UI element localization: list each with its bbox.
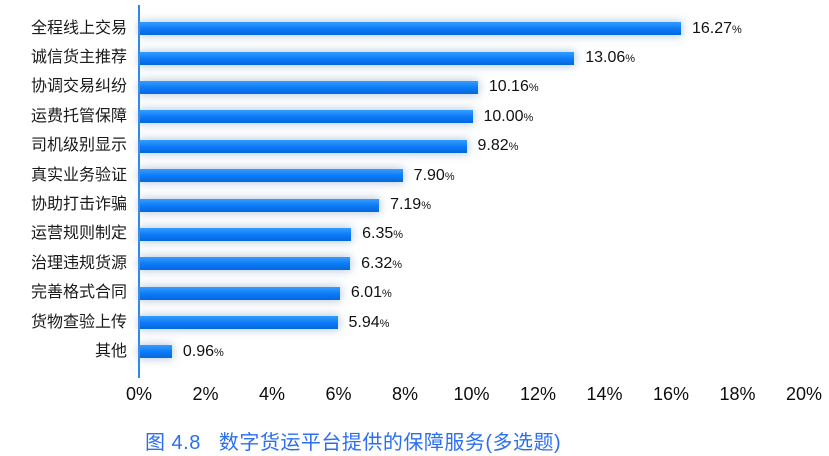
value-number: 10.16 (488, 78, 529, 96)
chart-row: 运费托管保障 10.00% (0, 102, 829, 131)
value-label: 0.96% (182, 342, 224, 360)
bar (140, 169, 403, 183)
chart-row: 全程线上交易 16.27% (0, 14, 829, 43)
value-label: 5.94% (348, 313, 390, 331)
bar (140, 227, 352, 241)
chart-row: 协调交易纠纷 10.16% (0, 73, 829, 102)
category-label: 完善格式合同 (30, 284, 127, 302)
chart-caption: 图 4.8 数字货运平台提供的保障服务(多选题) (145, 426, 561, 455)
x-tick-label: 14% (586, 384, 623, 404)
x-axis-ticks: 0% 2% 4% 6% 8% 10% 12% 14% 16% 18% 20% (0, 384, 829, 408)
value-number: 0.96 (182, 342, 215, 360)
value-number: 10.00 (483, 107, 524, 125)
value-number: 6.01 (350, 284, 382, 302)
percent-sign: % (381, 288, 392, 301)
x-tick-label: 6% (325, 384, 352, 404)
x-tick-label: 0% (125, 384, 153, 404)
bar (140, 110, 473, 124)
value-label: 7.19% (390, 197, 431, 213)
bar (140, 80, 478, 94)
x-tick-label: 20% (785, 384, 823, 404)
percent-sign: % (421, 200, 431, 213)
value-number: 16.27 (691, 19, 733, 37)
bar (140, 316, 338, 330)
category-label: 协调交易纠纷 (30, 78, 127, 96)
percent-sign: % (214, 346, 224, 359)
category-label: 其他 (94, 342, 127, 360)
bar (140, 198, 380, 212)
chart-row: 真实业务验证 7.90% (0, 161, 829, 190)
chart-row: 其他 0.96% (0, 337, 829, 366)
x-tick-label: 4% (258, 384, 286, 404)
bar (140, 51, 575, 65)
category-label: 诚信货主推荐 (30, 49, 127, 67)
x-tick-label: 16% (652, 384, 690, 404)
category-label: 运营规则制定 (30, 225, 127, 243)
category-label: 司机级别显示 (30, 137, 127, 155)
value-number: 5.94 (348, 313, 380, 331)
chart-row: 司机级别显示 9.82% (0, 132, 829, 161)
bar (140, 286, 340, 300)
chart-row: 运营规则制定 6.35% (0, 220, 829, 249)
chart-row: 协助打击诈骗 7.19% (0, 190, 829, 219)
value-number: 9.82 (477, 137, 509, 155)
value-label: 6.35% (362, 226, 403, 242)
value-number: 7.90 (413, 166, 445, 184)
value-label: 9.82% (478, 138, 519, 154)
percent-sign: % (392, 258, 403, 271)
percent-sign: % (508, 141, 519, 154)
category-label: 全程线上交易 (30, 19, 127, 37)
x-tick-label: 2% (192, 384, 219, 404)
value-label: 16.27% (691, 19, 742, 37)
category-label: 运费托管保障 (30, 107, 127, 125)
value-number: 13.06 (585, 49, 626, 67)
x-tick-label: 12% (519, 384, 557, 404)
value-label: 6.01% (351, 285, 392, 301)
percent-sign: % (523, 111, 534, 124)
value-label: 13.06% (585, 50, 635, 66)
percent-sign: % (444, 170, 455, 183)
bar (140, 345, 172, 359)
category-label: 治理违规货源 (30, 254, 127, 272)
percent-sign: % (625, 53, 636, 66)
value-number: 6.35 (362, 225, 394, 243)
caption-prefix: 图 4.8 (145, 432, 201, 454)
chart-row: 诚信货主推荐 13.06% (0, 43, 829, 72)
x-tick-label: 10% (453, 384, 490, 404)
value-label: 6.32% (361, 254, 403, 272)
value-number: 7.19 (390, 196, 422, 214)
caption-text: 数字货运平台提供的保障服务(多选题) (218, 432, 562, 454)
percent-sign: % (528, 82, 539, 95)
percent-sign: % (393, 229, 404, 242)
percent-sign: % (379, 317, 390, 330)
value-label: 7.90% (413, 166, 455, 184)
category-label: 货物查验上传 (30, 313, 127, 331)
value-label: 10.00% (483, 107, 534, 125)
chart-row: 治理违规货源 6.32% (0, 249, 829, 278)
bar (140, 22, 681, 36)
percent-sign: % (732, 23, 742, 36)
value-number: 6.32 (361, 254, 393, 272)
bar (140, 257, 351, 271)
bar (140, 139, 467, 153)
chart-row: 完善格式合同 6.01% (0, 279, 829, 308)
x-tick-label: 8% (391, 384, 419, 404)
y-axis-line (138, 5, 140, 378)
chart-rows: 全程线上交易 16.27% 诚信货主推荐 13.06% 协调交易纠纷 10.16% 运费托管… (0, 14, 829, 367)
category-label: 协助打击诈骗 (30, 196, 127, 214)
x-tick-label: 18% (719, 384, 756, 404)
value-label: 10.16% (489, 79, 539, 95)
chart-row: 货物查验上传 5.94% (0, 308, 829, 337)
category-label: 真实业务验证 (30, 166, 127, 184)
